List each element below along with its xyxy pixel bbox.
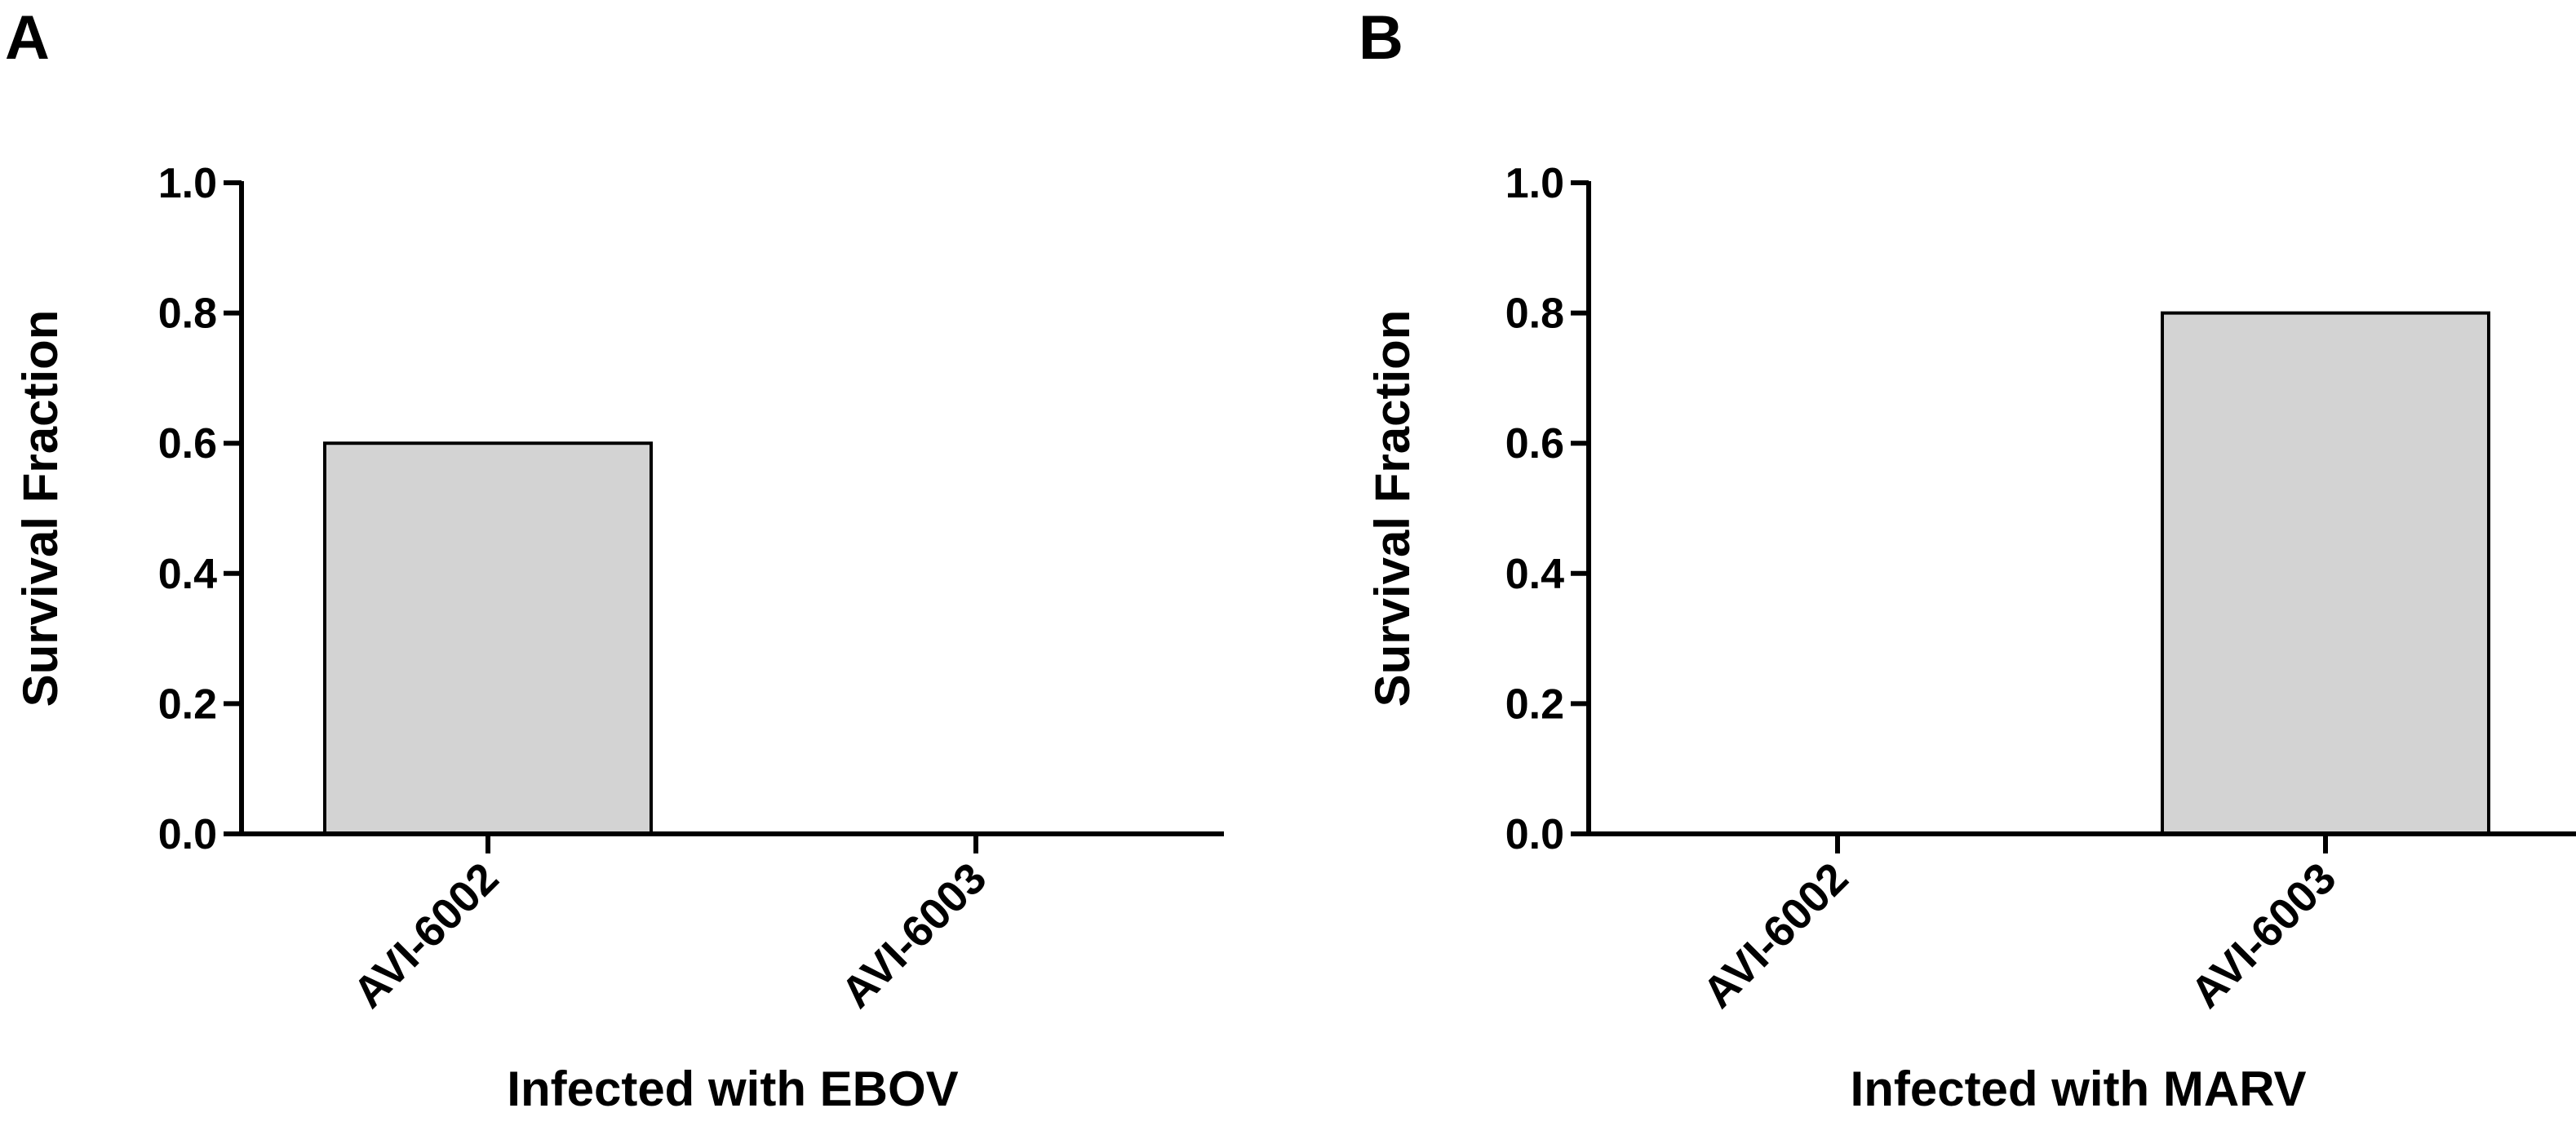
y-tick-label: 0.4 [158,551,217,598]
bar-avi-6003 [2161,311,2490,836]
x-axis-title: Infected with EBOV [507,1062,958,1116]
y-tick-label: 0.0 [158,811,217,858]
y-tick-label: 0.2 [1505,680,1564,728]
y-tick-label: 1.0 [158,160,217,207]
panel-a: A 0.0 0.2 0.4 0.6 0.8 1.0 Survival Fraction AVI-… [5,3,1224,1116]
y-axis-title: Survival Fraction [1365,310,1420,707]
y-tick-label: 1.0 [1505,160,1564,207]
x-tick-label-avi-6002: AVI-6002 [1694,853,1858,1017]
y-tick-label: 0.2 [158,680,217,728]
x-tick-label-avi-6003: AVI-6003 [832,853,996,1017]
y-tick-label: 0.6 [158,420,217,468]
x-tick-label-avi-6002: AVI-6002 [344,853,508,1017]
panel-b: B 0.0 0.2 0.4 0.6 0.8 1.0 Survival Fraction AVI-… [1359,3,2576,1116]
panel-letter: B [1359,3,1403,73]
panel-letter: A [5,3,50,73]
y-tick-label: 0.0 [1505,811,1564,858]
x-tick-label-avi-6003: AVI-6003 [2182,853,2346,1017]
y-tick-label: 0.6 [1505,420,1564,468]
bar-avi-6002 [323,441,653,836]
x-axis-title: Infected with MARV [1851,1062,2307,1116]
y-tick-label: 0.8 [158,290,217,338]
y-tick-label: 0.4 [1505,551,1564,598]
y-axis-title: Survival Fraction [13,310,68,707]
y-tick-label: 0.8 [1505,290,1564,338]
